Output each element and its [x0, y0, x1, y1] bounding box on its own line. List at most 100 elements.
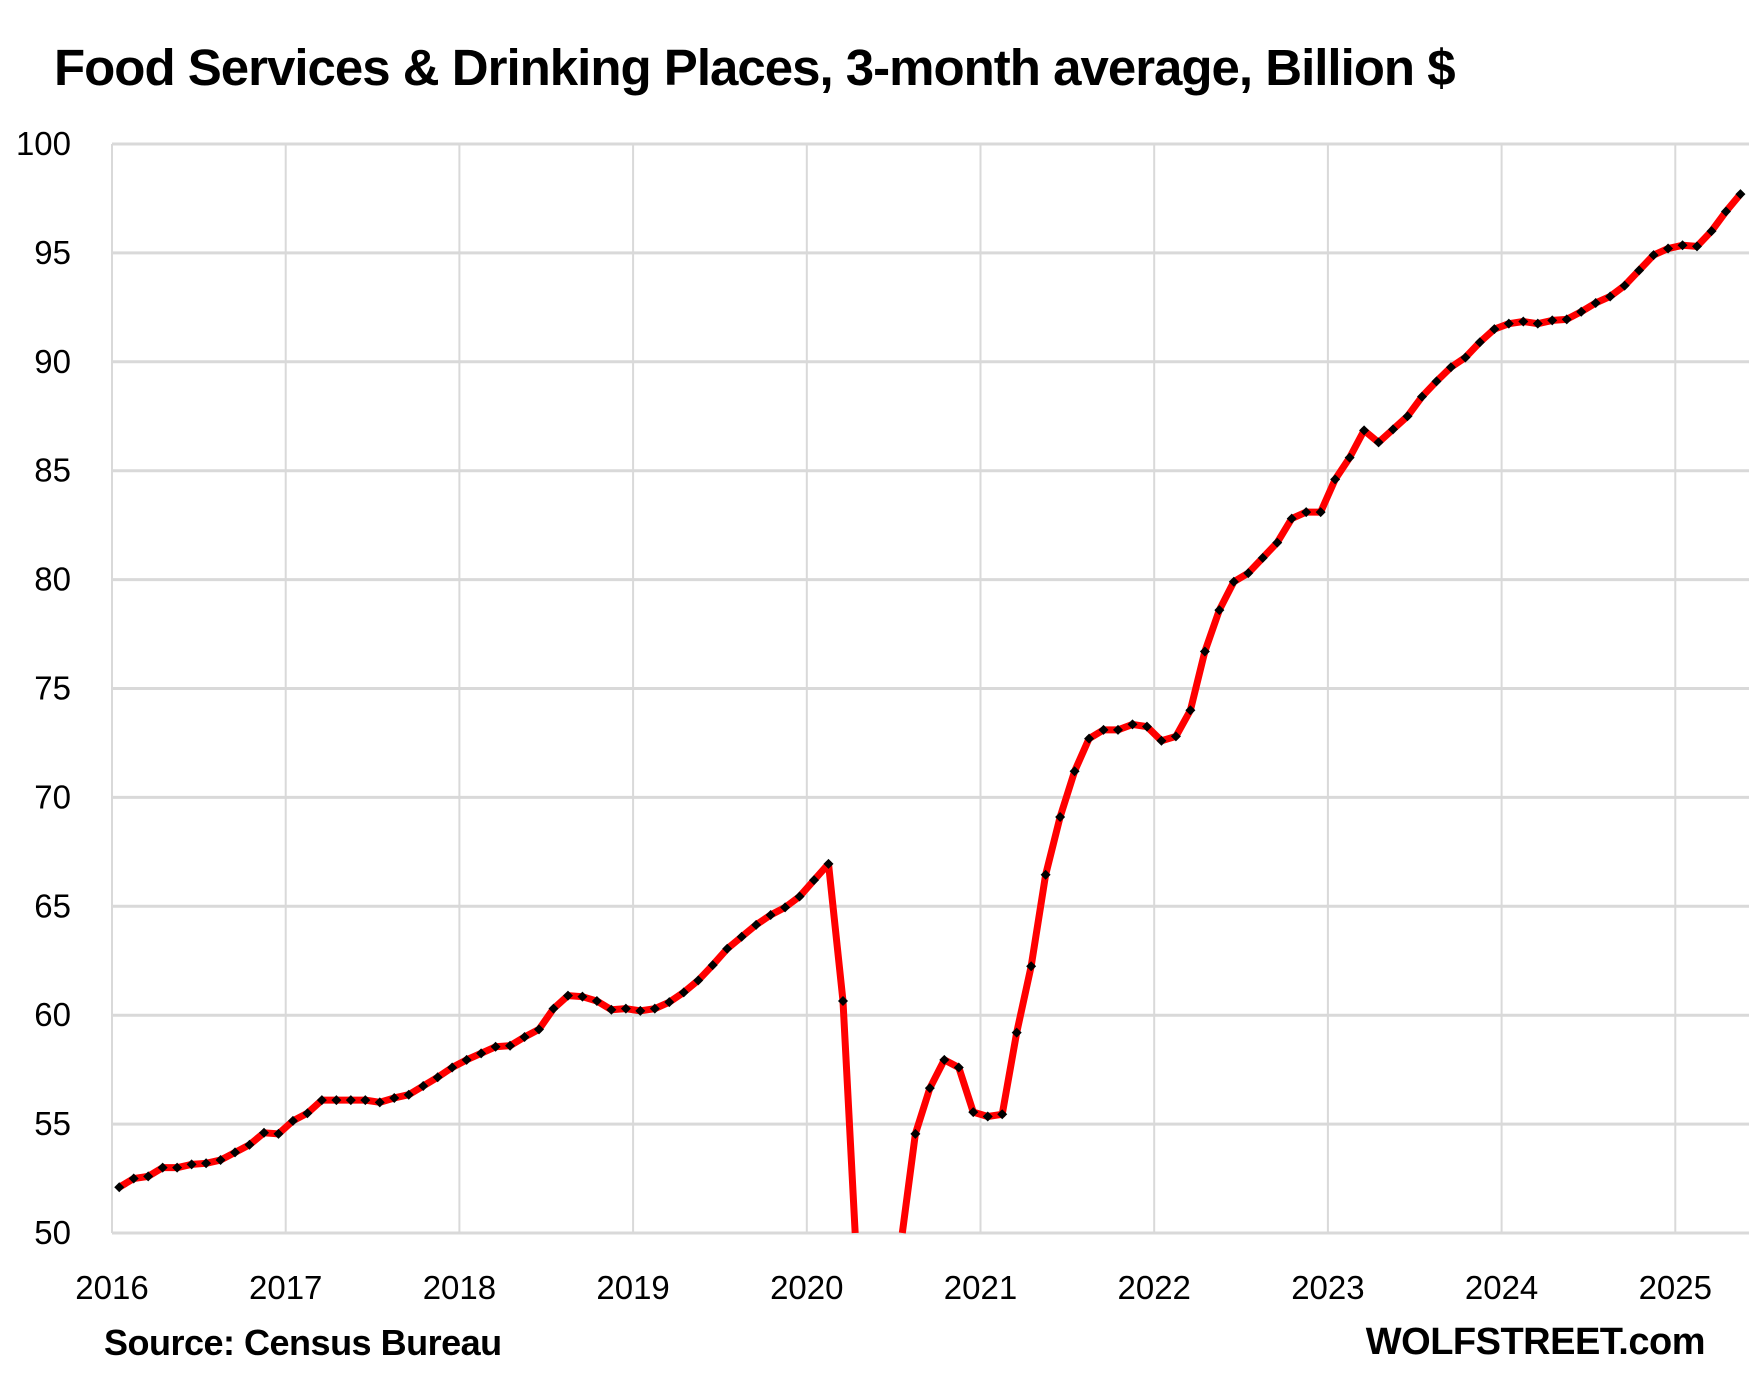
data-point — [1026, 961, 1037, 972]
data-point — [172, 1162, 183, 1173]
data-point — [1069, 766, 1080, 777]
x-tick-label: 2019 — [596, 1269, 669, 1306]
data-point — [1084, 733, 1095, 744]
data-point — [374, 1097, 385, 1108]
data-point — [1373, 437, 1384, 448]
chart-title: Food Services & Drinking Places, 3-month… — [54, 39, 1456, 96]
data-point — [1590, 297, 1601, 308]
data-point — [1532, 318, 1543, 329]
data-point — [924, 1083, 935, 1094]
data-point — [982, 1111, 993, 1122]
data-point — [1576, 306, 1587, 317]
data-point — [447, 1062, 458, 1073]
y-axis-ticks: 50 55 60 65 70 75 80 85 90 95 100 — [16, 125, 71, 1251]
y-tick-label: 70 — [34, 778, 71, 815]
x-tick-label: 2016 — [75, 1269, 148, 1306]
data-point — [1228, 576, 1239, 587]
data-point — [505, 1040, 516, 1051]
data-point — [751, 919, 762, 930]
data-point — [1619, 280, 1630, 291]
data-point — [331, 1095, 342, 1106]
data-point — [1648, 250, 1659, 261]
data-point — [722, 943, 733, 954]
data-point — [1706, 226, 1717, 237]
data-point — [1634, 265, 1645, 276]
data-point — [287, 1115, 298, 1126]
y-tick-label: 90 — [34, 343, 71, 380]
data-point — [765, 910, 776, 921]
data-point — [649, 1003, 660, 1014]
data-point — [1185, 705, 1196, 716]
data-point — [345, 1095, 356, 1106]
series-line — [898, 191, 1744, 1234]
data-point — [1605, 291, 1616, 302]
data-point — [997, 1109, 1008, 1120]
data-point — [1416, 391, 1427, 402]
data-point — [1301, 507, 1312, 518]
data-point — [128, 1173, 139, 1184]
data-point — [215, 1155, 226, 1166]
y-tick-label: 80 — [34, 561, 71, 598]
y-tick-label: 95 — [34, 234, 71, 271]
data-point — [707, 960, 718, 971]
data-point — [606, 1004, 617, 1015]
data-point — [1011, 1027, 1022, 1038]
data-point — [577, 991, 588, 1002]
data-point — [794, 891, 805, 902]
data-point — [1315, 507, 1326, 518]
x-tick-label: 2020 — [770, 1269, 843, 1306]
data-point — [1214, 605, 1225, 616]
data-point — [1330, 474, 1341, 485]
y-tick-label: 75 — [34, 670, 71, 707]
data-point — [389, 1092, 400, 1103]
data-point — [244, 1139, 255, 1150]
y-tick-label: 65 — [34, 887, 71, 924]
y-tick-label: 100 — [16, 125, 71, 162]
data-point — [939, 1054, 950, 1065]
data-point — [809, 875, 820, 886]
x-tick-label: 2018 — [423, 1269, 496, 1306]
data-point — [316, 1095, 327, 1106]
data-point — [1547, 315, 1558, 326]
data-point — [186, 1159, 197, 1170]
data-point — [1055, 812, 1066, 823]
source-note: Source: Census Bureau — [104, 1322, 502, 1363]
data-point — [1561, 314, 1572, 325]
data-point — [1272, 537, 1283, 548]
data-point — [1692, 241, 1703, 252]
y-tick-label: 85 — [34, 452, 71, 489]
series-layer — [114, 189, 1746, 1234]
data-point — [403, 1089, 414, 1100]
x-tick-label: 2022 — [1117, 1269, 1190, 1306]
data-point — [1677, 240, 1688, 251]
x-tick-label: 2017 — [249, 1269, 322, 1306]
data-point — [1518, 316, 1529, 327]
data-point — [1359, 425, 1370, 436]
x-tick-label: 2023 — [1291, 1269, 1364, 1306]
data-point — [418, 1080, 429, 1091]
data-point — [1720, 206, 1731, 217]
data-point — [1141, 721, 1152, 732]
data-point — [968, 1107, 979, 1118]
brand-watermark: WOLFSTREET.com — [1365, 1321, 1706, 1363]
data-point — [1257, 552, 1268, 563]
data-point — [953, 1062, 964, 1073]
data-point — [1431, 376, 1442, 387]
data-point — [519, 1031, 530, 1042]
data-point — [736, 931, 747, 942]
data-point — [548, 1003, 559, 1014]
data-point — [273, 1128, 284, 1139]
x-tick-label: 2024 — [1465, 1269, 1538, 1306]
data-point — [360, 1095, 371, 1106]
data-point — [201, 1158, 212, 1169]
data-point — [780, 902, 791, 913]
data-point — [258, 1127, 269, 1138]
y-tick-label: 50 — [34, 1214, 71, 1251]
data-point — [693, 975, 704, 986]
x-tick-label: 2025 — [1639, 1269, 1712, 1306]
data-point — [664, 997, 675, 1008]
data-point — [1040, 869, 1051, 880]
data-point — [591, 996, 602, 1007]
data-point — [476, 1048, 487, 1059]
